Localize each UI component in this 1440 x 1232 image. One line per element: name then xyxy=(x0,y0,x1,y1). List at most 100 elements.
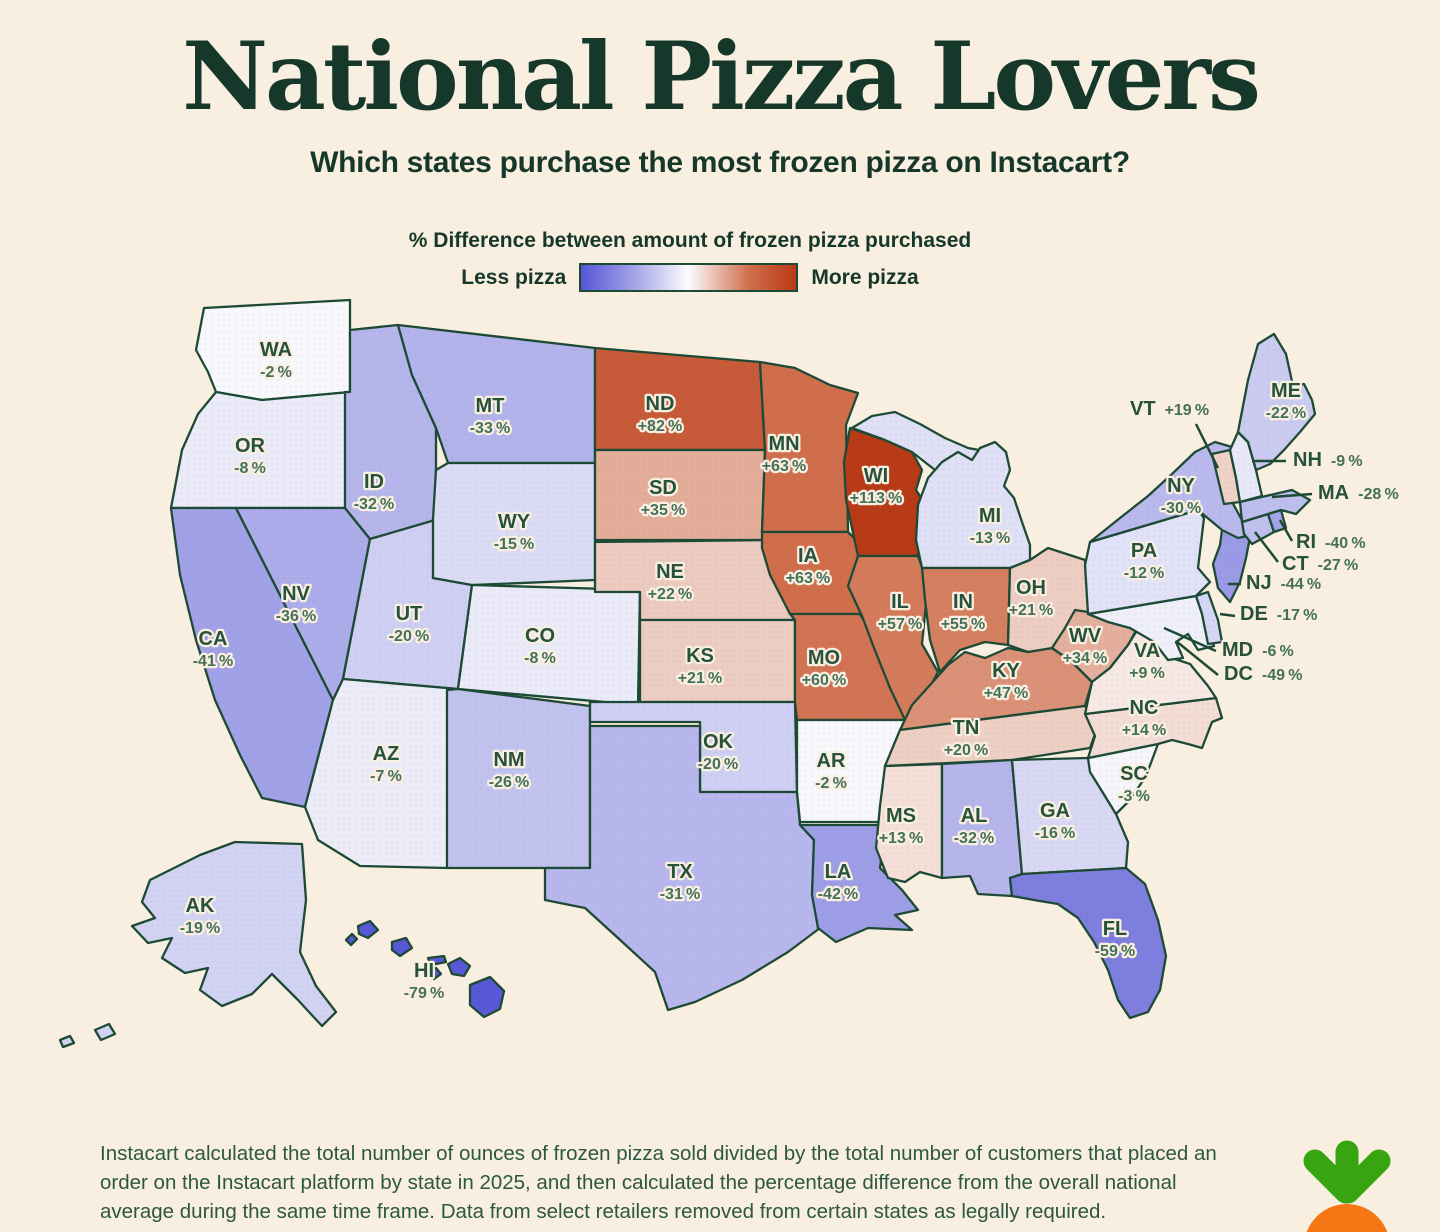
state-ME-texture xyxy=(1238,334,1315,470)
state-abbr-OR: OR xyxy=(235,435,266,457)
state-value-OK: -20 % xyxy=(698,756,739,773)
state-value-RI: -40 % xyxy=(1325,535,1366,552)
state-abbr-AK: AK xyxy=(186,895,215,917)
state-IA-texture xyxy=(762,532,872,614)
state-labels-layer: WA -2 % OR -8 % CA -41 % AK -19 % HI -79 % NV -36 %… xyxy=(177,337,1400,1005)
state-AK-texture xyxy=(60,1036,74,1047)
state-abbr-FL: FL xyxy=(1103,918,1127,940)
state-AK-texture xyxy=(132,842,336,1026)
state-IN-texture xyxy=(922,568,1010,672)
state-SD-texture xyxy=(595,450,768,540)
state-abbr-LA: LA xyxy=(825,861,852,883)
state-value-MA: -28 % xyxy=(1358,486,1399,503)
state-NY-texture xyxy=(1090,442,1252,542)
state-abbr-VA: VA xyxy=(1134,640,1160,662)
state-TN-texture xyxy=(885,706,1098,766)
state-abbr-MT: MT xyxy=(476,395,505,417)
callout-line-DE xyxy=(1219,612,1236,618)
state-abbr-IN: IN xyxy=(953,591,973,613)
state-MS-texture xyxy=(876,764,942,882)
state-value-MO: +60 % xyxy=(802,672,847,689)
state-abbr-MS: MS xyxy=(886,805,916,827)
callout-line-VT xyxy=(1194,423,1220,469)
state-abbr-NE: NE xyxy=(656,561,684,583)
state-abbr-WI: WI xyxy=(864,465,888,487)
state-value-UT: -20 % xyxy=(389,628,430,645)
state-value-NY: -30 % xyxy=(1161,500,1202,517)
state-SC-texture xyxy=(1088,744,1158,814)
state-abbr-AL: AL xyxy=(961,805,988,827)
state-MO-texture xyxy=(790,614,906,720)
state-value-AZ: -7 % xyxy=(370,768,402,785)
state-abbr-IL: IL xyxy=(891,591,909,613)
state-RI-texture xyxy=(1268,510,1286,532)
state-OK-texture xyxy=(590,702,797,792)
state-AR-texture xyxy=(797,720,906,822)
state-HI-texture xyxy=(470,977,504,1017)
carrot-body-icon xyxy=(1306,1204,1388,1232)
state-value-GA: -16 % xyxy=(1035,825,1076,842)
callout-line-MD xyxy=(1163,626,1217,653)
state-HI-texture xyxy=(428,968,441,979)
state-value-CA: -41 % xyxy=(193,653,234,670)
state-value-NE: +22 % xyxy=(648,586,693,603)
state-OR-texture xyxy=(171,392,350,508)
state-value-NV: -36 % xyxy=(276,608,317,625)
state-NC-texture xyxy=(1085,698,1222,758)
state-abbr-MD: MD -6 % xyxy=(1222,639,1294,661)
state-abbr-SC: SC xyxy=(1120,763,1148,785)
state-abbr-DE: DE -17 % xyxy=(1240,603,1317,625)
state-HI-texture xyxy=(448,958,470,976)
state-value-IA: +63 % xyxy=(786,570,831,587)
instacart-carrot-logo xyxy=(1303,1140,1391,1232)
state-abbr-OK: OK xyxy=(703,731,734,753)
state-VA-texture xyxy=(1085,622,1216,714)
state-value-TN: +20 % xyxy=(944,742,989,759)
state-NH-texture xyxy=(1230,432,1262,502)
state-abbr-NY: NY xyxy=(1167,475,1195,497)
state-abbr-NJ: NJ -44 % xyxy=(1246,572,1321,594)
state-abbr-NH: NH -9 % xyxy=(1293,449,1363,471)
state-value-MT: -33 % xyxy=(470,420,511,437)
state-abbr-WV: WV xyxy=(1069,625,1102,647)
state-abbr-KS: KS xyxy=(686,645,714,667)
state-NV-texture xyxy=(236,508,370,700)
state-value-NC: +14 % xyxy=(1122,722,1167,739)
state-LA-texture xyxy=(800,825,918,942)
state-value-MD: -6 % xyxy=(1262,643,1294,660)
footnote-line: average during the same time frame. Data… xyxy=(100,1200,1107,1223)
legend-row: Less pizza More pizza xyxy=(461,263,919,292)
state-ND-texture xyxy=(595,348,765,450)
state-value-AK: -19 % xyxy=(180,920,221,937)
state-MD-texture xyxy=(1088,596,1214,660)
callout-line-CT xyxy=(1254,531,1279,563)
state-WY-texture xyxy=(433,463,595,585)
state-abbr-MI: MI xyxy=(979,505,1001,527)
state-abbr-NM: NM xyxy=(493,749,524,771)
state-value-WA: -2 % xyxy=(260,364,292,381)
state-value-KY: +47 % xyxy=(984,685,1029,702)
legend-gradient-bar xyxy=(579,263,799,292)
state-HI-texture xyxy=(428,956,446,965)
state-value-KS: +21 % xyxy=(678,670,723,687)
state-IL-texture xyxy=(848,556,938,720)
carrot-leaf-icon-right xyxy=(1336,1149,1391,1204)
state-value-CT: -27 % xyxy=(1318,557,1359,574)
state-CT-texture xyxy=(1242,514,1274,544)
state-abbr-AZ: AZ xyxy=(373,743,400,765)
state-value-ND: +82 % xyxy=(638,418,683,435)
state-abbr-MA: MA -28 % xyxy=(1318,482,1399,504)
state-abbr-RI: RI -40 % xyxy=(1296,531,1366,553)
state-value-FL: -59 % xyxy=(1095,943,1136,960)
state-value-SD: +35 % xyxy=(641,502,686,519)
callout-line-RI xyxy=(1278,519,1294,542)
legend-title: % Difference between amount of frozen pi… xyxy=(408,229,972,252)
state-abbr-GA: GA xyxy=(1040,800,1070,822)
state-FL-texture xyxy=(1010,868,1166,1018)
state-abbr-OH: OH xyxy=(1016,577,1046,599)
legend-more-label: More pizza xyxy=(811,265,919,289)
state-abbr-IA: IA xyxy=(798,545,818,567)
state-value-IL: +57 % xyxy=(878,616,923,633)
state-abbr-ME: ME xyxy=(1271,380,1301,402)
